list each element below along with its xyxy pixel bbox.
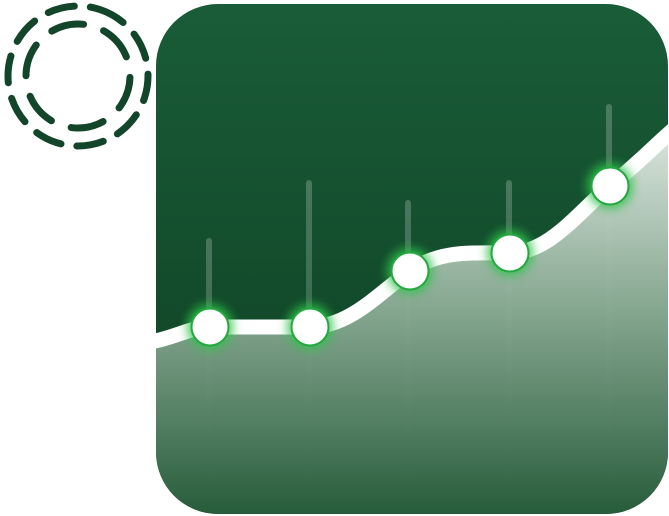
- dashed-ring-icon: [0, 0, 160, 160]
- data-point: [387, 248, 433, 294]
- area-fill: [156, 124, 668, 514]
- data-point: [287, 304, 333, 350]
- line-chart-app-icon[interactable]: [155, 3, 669, 515]
- data-point: [587, 163, 633, 209]
- data-point: [187, 304, 233, 350]
- data-points: [187, 163, 633, 350]
- data-point: [487, 230, 533, 276]
